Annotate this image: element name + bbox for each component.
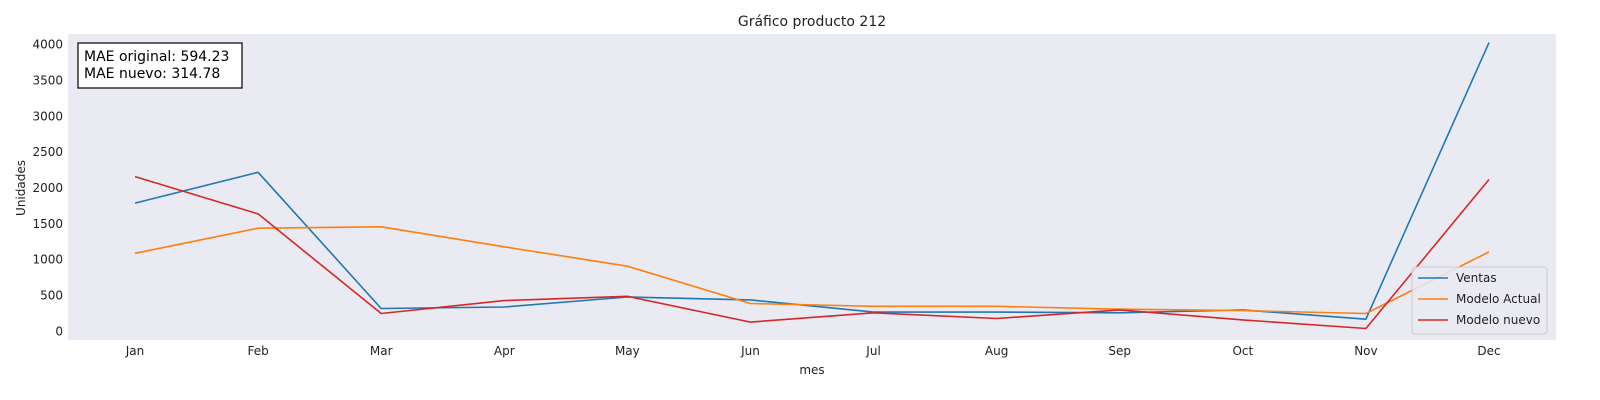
x-tick-label: May: [615, 344, 640, 358]
y-tick-label: 3500: [32, 74, 63, 88]
y-tick-label: 4000: [32, 38, 63, 52]
mae-annotation: MAE original: 594.23 MAE nuevo: 314.78: [77, 42, 243, 89]
y-axis-title: Unidades: [14, 160, 28, 216]
x-tick-label: Dec: [1477, 344, 1500, 358]
y-tick-label: 2500: [32, 145, 63, 159]
y-tick-label: 500: [40, 289, 63, 303]
x-tick-label: Aug: [985, 344, 1008, 358]
legend-label: Ventas: [1456, 271, 1497, 285]
legend-box: [1411, 266, 1548, 335]
x-tick-label: Mar: [370, 344, 393, 358]
x-tick-label: Nov: [1354, 344, 1377, 358]
x-tick-label: Jun: [740, 344, 760, 358]
y-tick-label: 1500: [32, 217, 63, 231]
y-tick-label: 0: [55, 324, 63, 338]
annotation-box: [77, 42, 243, 89]
x-tick-label: Apr: [494, 344, 515, 358]
plot-area: [68, 34, 1556, 340]
y-axis: 0 500 1000 1500 2000 2500 3000 3500 4000: [32, 38, 63, 339]
chart-title: Gráfico producto 212: [738, 14, 886, 30]
legend-label: Modelo Actual: [1456, 292, 1541, 306]
legend: Ventas Modelo Actual Modelo nuevo: [1411, 266, 1548, 335]
series-line: [134, 175, 1490, 330]
y-tick-label: 2000: [32, 181, 63, 195]
x-axis: Jan Feb Mar Apr May Jun Jul Aug Sep Oct Nov Dec: [125, 344, 1501, 358]
y-tick-label: 3000: [32, 109, 63, 123]
x-tick-label: Jul: [865, 344, 880, 358]
series-line: [134, 226, 1490, 315]
series-lines: [134, 42, 1490, 330]
x-tick-label: Feb: [247, 344, 268, 358]
legend-items: Ventas Modelo Actual Modelo nuevo: [1418, 271, 1541, 327]
annotation-line: MAE original: 594.23: [84, 49, 229, 65]
x-tick-label: Oct: [1232, 344, 1253, 358]
y-tick-label: 1000: [32, 253, 63, 267]
legend-label: Modelo nuevo: [1456, 313, 1540, 327]
x-tick-label: Jan: [125, 344, 145, 358]
x-tick-label: Sep: [1108, 344, 1131, 358]
x-axis-title: mes: [799, 363, 824, 377]
annotation-line: MAE nuevo: 314.78: [84, 66, 220, 82]
